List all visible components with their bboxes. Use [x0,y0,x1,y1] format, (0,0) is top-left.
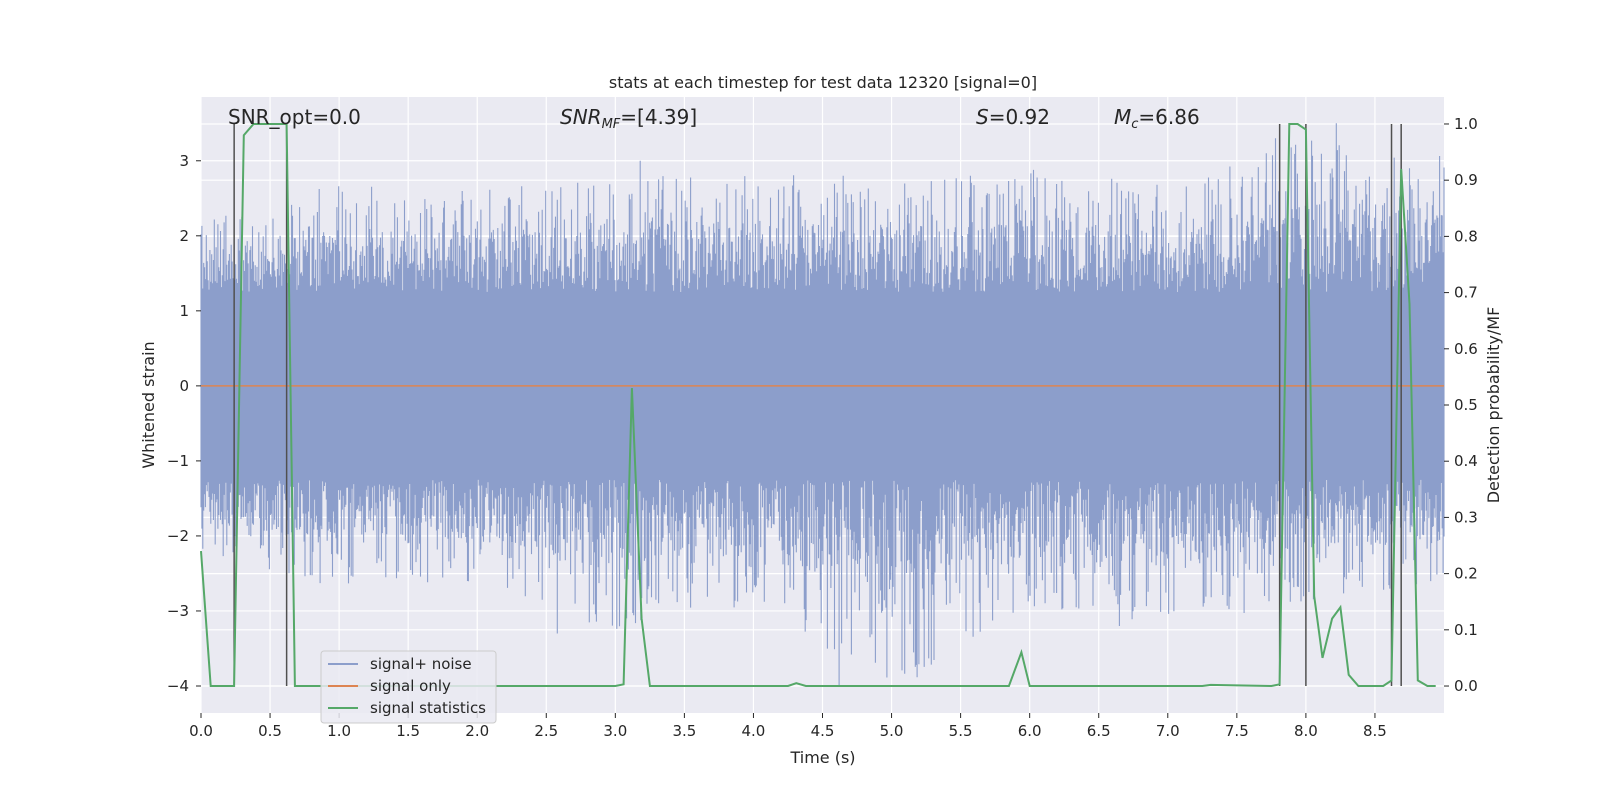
annotation-mc-label: M [1114,105,1131,129]
annotation-mc-sub: c [1131,117,1138,132]
y-axis-label-left: Whitened strain [139,341,158,468]
y-tick-label-right: 0.6 [1454,340,1478,358]
series-line-signal-noise [200,123,1445,686]
y-tick-label-right: 0.2 [1454,565,1478,583]
x-tick-label: 5.0 [880,722,904,740]
annotation-snr-opt: SNR_opt=0.0 [228,105,361,129]
y-tick-label-right: 0.8 [1454,227,1478,245]
x-tick-label: 2.5 [534,722,558,740]
x-tick-label: 8.0 [1294,722,1318,740]
annotation-s-label: S [976,105,989,129]
y-tick-label-right: 1.0 [1454,115,1478,133]
y-tick-label-left: 0 [179,377,189,395]
x-tick-label: 4.0 [742,722,766,740]
x-tick-label: 7.5 [1225,722,1249,740]
axes-layer: 0.0 0.5 1.0 1.5 2.0 2.5 3.0 3.5 4.0 4.5 5.0 5.5 6.0 6… [167,115,1478,740]
x-tick-label: 6.0 [1018,722,1042,740]
x-tick-label: 1.5 [396,722,420,740]
y-tick-label-left: −2 [167,527,189,545]
legend-box [320,650,497,724]
legend-label-noise: signal+ noise [370,655,472,673]
annotation-mc-value: =6.86 [1138,105,1199,129]
x-tick-label: 5.5 [949,722,973,740]
x-tick-label: 3.0 [603,722,627,740]
annotation-s: S=0.92 [976,105,1050,129]
annotation-snr-mf-value: =[4.39] [620,105,697,129]
x-tick-label: 4.5 [811,722,835,740]
x-tick-label: 8.5 [1363,722,1387,740]
y-tick-label-right: 0.1 [1454,621,1478,639]
x-tick-label: 2.0 [465,722,489,740]
annotation-s-value: =0.92 [989,105,1050,129]
x-axis-label: Time (s) [789,748,855,767]
y-tick-label-right: 0.9 [1454,171,1478,189]
y-axis-label-right: Detection probability/MF [1484,307,1503,504]
legend: signal+ noise signal only signal statist… [320,650,497,724]
legend-label-statistics: signal statistics [370,699,486,717]
y-tick-label-right: 0.0 [1454,677,1478,695]
chart-title: stats at each timestep for test data 123… [609,73,1037,92]
annotation-snr-mf-label: SNR [560,105,602,129]
y-tick-label-left: 1 [179,302,189,320]
x-tick-label: 3.5 [672,722,696,740]
x-tick-label: 1.0 [327,722,351,740]
series-layer [200,123,1444,688]
series-line-signal-statistics [200,123,1436,688]
y-tick-label-right: 0.7 [1454,284,1478,302]
legend-label-signal-only: signal only [370,677,451,695]
x-tick-label: 0.5 [258,722,282,740]
y-tick-label-right: 0.4 [1454,452,1478,470]
y-tick-label-left: 3 [179,152,189,170]
y-tick-label-left: −4 [167,677,189,695]
x-tick-label: 6.5 [1087,722,1111,740]
annotation-snr-mf-sub: MF [602,117,621,132]
y-tick-label-right: 0.5 [1454,396,1478,414]
annotation-mc: Mc=6.86 [1114,105,1200,132]
annotation-snr-mf: SNRMF=[4.39] [560,105,697,132]
y-tick-label-left: −3 [167,602,189,620]
y-tick-label-right: 0.3 [1454,508,1478,526]
x-tick-label: 7.0 [1156,722,1180,740]
x-tick-label: 0.0 [189,722,213,740]
y-tick-label-left: −1 [167,452,189,470]
y-tick-label-left: 2 [179,227,189,245]
